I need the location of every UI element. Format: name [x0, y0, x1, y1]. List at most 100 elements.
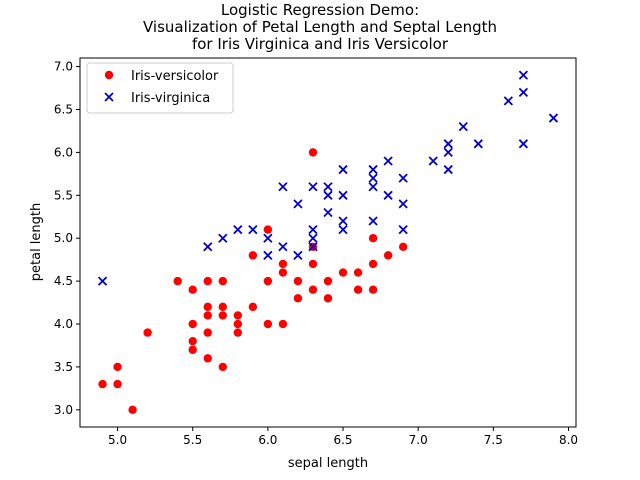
- data-point-versicolor: [263, 276, 273, 286]
- y-tick-label: 5.5: [54, 188, 73, 202]
- chart-title-line-1: Logistic Regression Demo:: [221, 1, 419, 19]
- data-point-virginica: [323, 207, 333, 218]
- data-point-virginica: [383, 156, 393, 166]
- data-point-versicolor: [368, 285, 378, 294]
- data-point-virginica: [368, 173, 378, 183]
- chart-title-line-3: for Iris Virginica and Iris Versicolor: [192, 35, 449, 53]
- data-point-virginica: [503, 96, 514, 106]
- data-point-virginica: [278, 182, 288, 192]
- data-point-virginica: [368, 182, 378, 192]
- data-point-versicolor: [233, 319, 243, 329]
- plot-points: [97, 70, 559, 415]
- data-point-virginica: [443, 164, 453, 175]
- legend: Iris-versicolor Iris-virginica: [86, 62, 234, 114]
- x-tick-label: 7.5: [484, 433, 503, 447]
- data-point-versicolor: [308, 259, 318, 269]
- data-point-versicolor: [218, 276, 227, 286]
- legend-marker-virginica: [104, 92, 114, 102]
- x-tick-label: 6.0: [258, 433, 277, 447]
- data-point-versicolor: [278, 259, 288, 269]
- chart-title-line-2: Visualization of Petal Length and Septal…: [143, 18, 497, 36]
- data-point-virginica: [248, 224, 258, 235]
- data-point-versicolor: [323, 276, 333, 286]
- data-point-versicolor: [98, 379, 107, 389]
- data-point-versicolor: [383, 251, 393, 260]
- data-point-versicolor: [113, 362, 122, 372]
- data-point-versicolor: [338, 268, 348, 277]
- legend-label-versicolor: Iris-versicolor: [131, 69, 219, 84]
- y-tick-label: 4.0: [54, 317, 73, 331]
- x-axis: 5.0 5.5 6.0 6.5 7.0 7.5 8.0: [108, 427, 578, 447]
- data-point-virginica: [338, 224, 348, 235]
- data-point-versicolor: [353, 268, 363, 277]
- data-point-virginica: [338, 216, 348, 226]
- data-point-virginica: [308, 224, 318, 235]
- data-point-versicolor: [203, 302, 212, 312]
- data-point-versicolor: [218, 362, 227, 372]
- chart-title: Logistic Regression Demo: Visualization …: [143, 1, 497, 53]
- legend-label-virginica: Iris-virginica: [131, 91, 210, 106]
- legend-marker-versicolor: [104, 70, 114, 80]
- x-tick-label: 5.0: [108, 433, 127, 447]
- data-point-versicolor: [308, 285, 318, 294]
- data-point-versicolor: [248, 251, 258, 260]
- data-point-versicolor: [368, 259, 378, 269]
- y-tick-label: 4.5: [54, 274, 73, 288]
- data-point-versicolor: [203, 354, 212, 363]
- data-point-virginica: [278, 242, 288, 252]
- data-point-versicolor: [308, 148, 318, 157]
- data-point-versicolor: [143, 328, 152, 337]
- legend-box: [86, 62, 234, 114]
- x-tick-label: 7.0: [409, 433, 428, 447]
- data-point-virginica: [293, 199, 303, 209]
- data-point-versicolor: [293, 294, 303, 303]
- data-point-virginica: [428, 156, 438, 166]
- data-point-versicolor: [128, 405, 137, 415]
- data-point-versicolor: [188, 319, 197, 329]
- data-point-virginica: [473, 139, 483, 149]
- data-point-virginica: [263, 250, 273, 261]
- legend-marker-virginica-shape: [104, 92, 114, 102]
- data-point-virginica: [323, 190, 333, 200]
- data-point-virginica: [518, 139, 529, 149]
- data-point-versicolor: [263, 225, 273, 234]
- y-tick-label: 6.5: [54, 102, 73, 116]
- data-point-versicolor: [233, 311, 243, 320]
- data-point-virginica: [398, 199, 408, 209]
- y-tick-label: 6.0: [54, 145, 73, 159]
- data-point-versicolor: [398, 242, 408, 251]
- y-axis: 3.0 3.5 4.0 4.5 5.0 5.5 6.0 6.5 7.0: [54, 60, 80, 417]
- data-point-versicolor: [233, 328, 243, 337]
- y-tick-label: 7.0: [54, 60, 73, 74]
- data-point-versicolor: [293, 276, 303, 286]
- data-point-versicolor: [188, 345, 197, 354]
- data-point-versicolor: [353, 285, 363, 294]
- data-point-virginica: [308, 242, 318, 252]
- x-axis-label: sepal length: [288, 456, 368, 471]
- data-point-versicolor: [248, 302, 258, 312]
- data-point-virginica: [383, 190, 393, 200]
- y-tick-label: 3.5: [54, 360, 73, 374]
- data-point-virginica: [518, 70, 529, 80]
- data-point-virginica: [443, 139, 453, 149]
- data-point-versicolor: [263, 319, 273, 329]
- data-point-versicolor: [203, 311, 212, 320]
- data-point-virginica: [368, 216, 378, 226]
- data-point-virginica: [233, 224, 243, 235]
- data-point-virginica: [548, 113, 559, 123]
- x-tick-label: 6.5: [333, 433, 352, 447]
- data-point-virginica: [218, 233, 228, 243]
- y-tick-label: 5.0: [54, 231, 73, 245]
- legend-marker-versicolor-shape: [104, 70, 114, 80]
- data-point-versicolor: [368, 234, 378, 243]
- data-point-versicolor: [203, 276, 212, 286]
- data-point-virginica: [338, 164, 348, 175]
- data-point-virginica: [338, 190, 348, 200]
- data-point-virginica: [308, 182, 318, 192]
- data-point-virginica: [323, 182, 333, 192]
- data-point-virginica: [398, 173, 408, 183]
- data-point-versicolor: [113, 379, 122, 389]
- data-point-virginica: [398, 224, 408, 235]
- data-point-versicolor: [323, 294, 333, 303]
